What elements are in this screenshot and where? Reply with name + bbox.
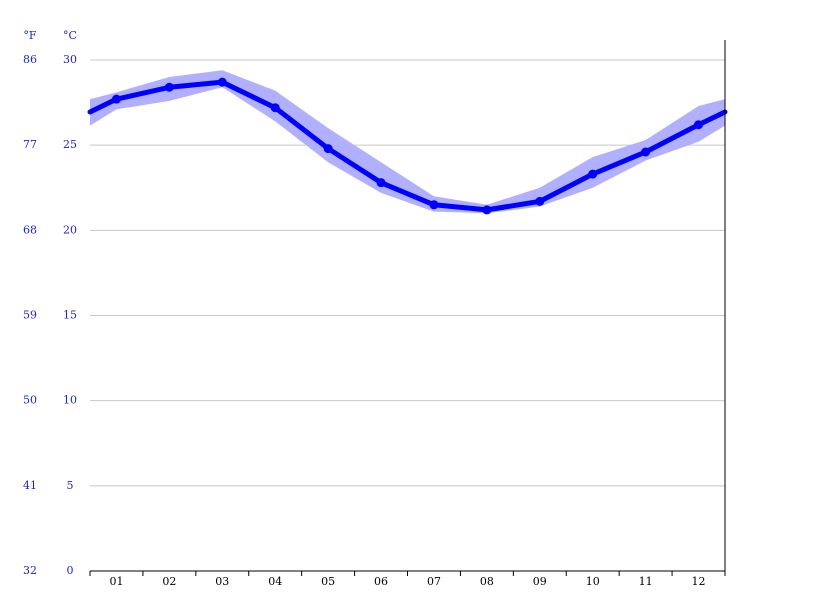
x-tick-label: 02 (162, 575, 176, 588)
x-tick-label: 01 (109, 575, 123, 588)
y-tick-label: 5 (67, 479, 74, 492)
point (694, 120, 704, 130)
x-tick-label: 07 (427, 575, 441, 588)
x-tick-label: 09 (533, 575, 547, 588)
point (482, 205, 492, 215)
point (376, 178, 386, 188)
line-wrap (696, 109, 728, 128)
y-tick-label: 30 (63, 53, 77, 66)
x-tick-label: 11 (639, 575, 653, 588)
y-tick-label: 25 (63, 138, 77, 151)
x-tick-label: 12 (692, 575, 706, 588)
x-tick-label: 08 (480, 575, 494, 588)
x-tick-label: 04 (268, 575, 282, 588)
point (217, 77, 227, 87)
y2-tick-label: 32 (23, 564, 37, 577)
x-tick-label: 05 (321, 575, 335, 588)
point (641, 147, 651, 157)
y2-tick-label: 41 (23, 479, 37, 492)
x-tick-label: 10 (586, 575, 600, 588)
point (429, 200, 439, 210)
y2-tick-label: 77 (23, 138, 37, 151)
x-tick-label: 03 (215, 575, 229, 588)
range-band (116, 70, 699, 214)
x-tick-label: 06 (374, 575, 388, 588)
y2-tick-label: 86 (23, 53, 37, 66)
point (270, 103, 280, 113)
y-unit: °C (63, 29, 77, 42)
line (115, 79, 700, 213)
point (588, 169, 598, 179)
point (323, 144, 333, 154)
y2-tick-label: 68 (23, 223, 37, 236)
point (111, 94, 121, 104)
y2-tick-label: 59 (23, 309, 37, 322)
point (164, 82, 174, 92)
y-tick-label: 20 (63, 223, 77, 236)
point (535, 196, 545, 206)
y-tick-label: 10 (63, 394, 77, 407)
y-tick-label: 15 (63, 309, 77, 322)
line-wrap (87, 96, 119, 115)
y-tick-label: 0 (67, 564, 74, 577)
y2-tick-label: 50 (23, 394, 37, 407)
y2-unit: °F (23, 29, 37, 42)
